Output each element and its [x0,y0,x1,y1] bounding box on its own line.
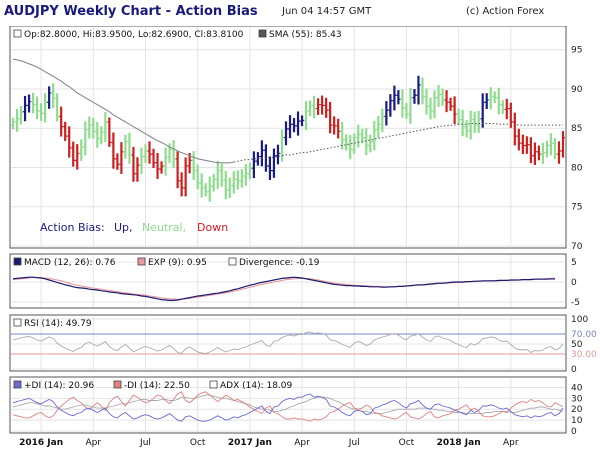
price-y-tick-label: 90 [571,85,583,95]
action-bias-legend: Action Bias: Up, Neutral, Down [40,221,228,234]
axis-labels: 2016 Jan Apr Jul Oct 2017 Jan Apr Jul Oct 2018 J… [19,46,597,448]
dmi-y-tick-label: 30 [571,394,583,404]
x-tick-label: Apr [86,438,102,448]
price-y-tick-label: 75 [571,203,582,213]
x-tick-label: Jul [139,438,151,448]
macd-y-tick-label: 5 [571,258,577,268]
mdi-legend-text: -DI (14): 22.50 [124,381,190,391]
ohlc-legend-swatch [13,29,22,38]
rsi-level-label: 70.00 [571,330,597,340]
rsi-y-tick-label: 100 [571,315,588,325]
exp-legend-swatch [137,257,146,266]
rsi-level-label: 30.00 [571,350,597,360]
macd-legend: MACD (12, 26): 0.76 EXP (9): 0.95 Diverg… [13,257,320,268]
price-y-tick-label: 95 [571,46,582,56]
price-bars [11,75,565,202]
macd-legend-text: MACD (12, 26): 0.76 [24,258,116,268]
rsi-legend-text: RSI (14): 49.79 [24,319,92,329]
gridlines [11,27,565,432]
x-tick-label: Oct [399,438,415,448]
exp-legend-text: EXP (9): 0.95 [148,258,207,268]
x-tick-label: 2017 Jan [228,438,272,448]
mdi-line [12,391,564,422]
price-y-tick-label: 80 [571,163,583,173]
action-bias-label: Action Bias: [40,221,105,234]
chart-timestamp: Jun 04 14:57 GMT [282,6,372,17]
dmi-y-tick-label: 10 [571,416,583,426]
chart-title: AUDJPY Weekly Chart - Action Bias [4,4,258,19]
pdi-line [12,393,564,422]
adx-legend-text: ADX (14): 18.09 [220,381,293,391]
ohlc-legend: Op:82.8000, Hi:83.9500, Lo:82.6900, Cl:8… [24,30,244,40]
divergence-legend-text: Divergence: -0.19 [239,258,320,268]
pdi-legend-text: +DI (14): 20.96 [24,381,94,391]
price-panel [9,26,567,249]
x-tick-label: Oct [190,438,206,448]
x-tick-label: Apr [503,438,519,448]
rsi-legend: RSI (14): 49.79 [13,318,92,329]
price-legend: Op:82.8000, Hi:83.9500, Lo:82.6900, Cl:8… [13,29,342,40]
indicator-lines [11,58,565,422]
price-y-tick-label: 70 [571,242,583,252]
rsi-y-tick-label: 50 [571,340,583,350]
x-tick-label: Jul [348,438,360,448]
price-y-tick-label: 85 [571,124,582,134]
action-bias-up: Up, [114,221,133,234]
macd-y-tick-label: 0 [571,278,577,288]
mdi-legend-swatch [113,380,122,389]
sma-legend-swatch [258,29,267,38]
dmi-y-tick-label: 40 [571,383,583,393]
dmi-panel [9,376,567,434]
rsi-legend-swatch [13,318,22,327]
macd-legend-swatch [13,257,22,266]
pdi-legend-swatch [13,380,22,389]
x-tick-label: 2016 Jan [19,438,63,448]
chart-canvas: 2016 Jan Apr Jul Oct 2017 Jan Apr Jul Oct 2018 J… [9,26,597,448]
chart-credit: (c) Action Forex [466,6,545,17]
sma-line [12,58,234,164]
dmi-y-tick-label: 20 [571,405,583,415]
dmi-legend: +DI (14): 20.96 -DI (14): 22.50 ADX (14)… [13,380,293,391]
macd-y-tick-label: -5 [571,298,580,308]
sma-legend: SMA (55): 85.43 [269,30,342,40]
chart-header: AUDJPY Weekly Chart - Action Bias Jun 04… [0,0,600,26]
adx-legend-swatch [209,380,218,389]
rsi-y-tick-label: 0 [571,365,577,375]
rsi-line [12,331,564,355]
action-bias-down: Down [197,221,228,234]
action-bias-neutral: Neutral, [142,221,186,234]
x-tick-label: 2018 Jan [437,438,481,448]
macd-line [12,276,556,301]
divergence-legend-swatch [228,257,237,266]
x-tick-label: Apr [294,438,310,448]
dmi-y-tick-label: 0 [571,427,577,437]
